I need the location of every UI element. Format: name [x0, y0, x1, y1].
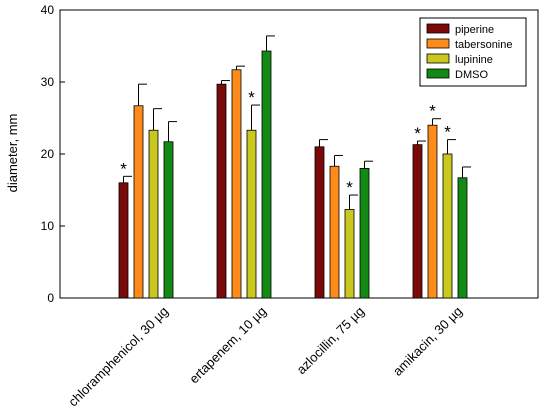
legend: piperine tabersonine lupinine DMSO — [419, 17, 527, 87]
legend-swatch-dmso — [426, 68, 450, 79]
legend-swatch-piperine — [426, 23, 450, 34]
x-tick-label: amikacin, 30 µg — [390, 304, 465, 379]
bar-dmso — [261, 50, 272, 299]
bar-tabersonine — [329, 165, 340, 299]
significance-marker: * — [414, 124, 421, 143]
bar-lupinine — [246, 129, 257, 299]
bar-piperine — [216, 83, 227, 299]
legend-label-tabersonine: tabersonine — [455, 39, 513, 51]
x-tick-label: chloramphenicol, 30 µg — [65, 304, 171, 410]
bar-dmso — [163, 141, 174, 299]
significance-marker: * — [444, 123, 451, 142]
bar-tabersonine — [231, 69, 242, 299]
y-tick-label: 40 — [41, 3, 55, 17]
significance-marker: * — [429, 102, 436, 121]
bars: * * * * * * — [118, 35, 471, 299]
significance-marker: * — [346, 178, 353, 197]
bar-piperine — [314, 146, 325, 299]
bar-tabersonine — [427, 124, 438, 299]
bar-lupinine — [442, 153, 453, 299]
legend-swatch-tabersonine — [426, 38, 450, 49]
y-axis: 0 10 20 30 40 — [41, 3, 65, 305]
y-tick-label: 30 — [41, 75, 55, 89]
y-tick-label: 0 — [47, 291, 54, 305]
bar-dmso — [457, 177, 468, 299]
legend-label-lupinine: lupinine — [455, 54, 493, 66]
x-tick-label: azlocillin, 75 µg — [293, 304, 367, 378]
y-tick-label: 20 — [41, 147, 55, 161]
y-axis-title: diameter, mm — [5, 114, 20, 193]
significance-marker: * — [248, 88, 255, 107]
legend-label-piperine: piperine — [455, 24, 494, 36]
bar-piperine — [118, 182, 129, 299]
bar-lupinine — [148, 129, 159, 299]
bar-piperine — [412, 144, 423, 299]
legend-label-dmso: DMSO — [455, 69, 488, 81]
bar-lupinine — [344, 209, 355, 299]
y-tick-label: 10 — [41, 219, 55, 233]
legend-swatch-lupinine — [426, 53, 450, 64]
bar-tabersonine — [133, 105, 144, 299]
significance-marker: * — [120, 159, 127, 178]
x-tick-label: ertapenem, 10 µg — [186, 304, 269, 387]
bar-dmso — [359, 167, 370, 299]
x-axis: chloramphenicol, 30 µg ertapenem, 10 µg az… — [65, 304, 465, 410]
